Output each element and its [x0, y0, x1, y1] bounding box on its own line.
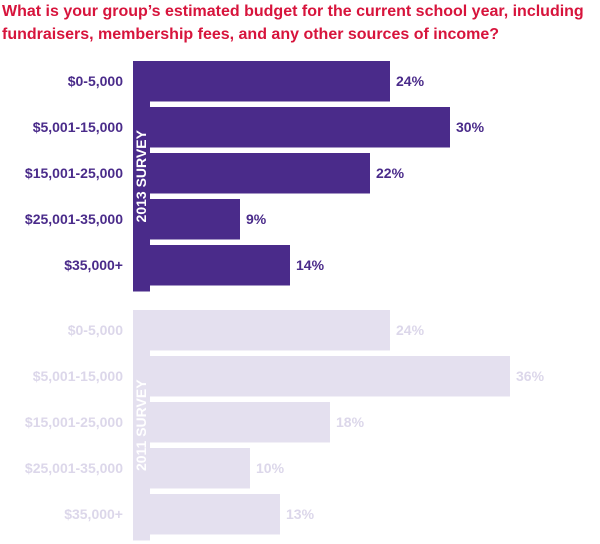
value-label-2013: 24%: [396, 73, 425, 89]
value-label-2013: 9%: [246, 211, 267, 227]
value-label-2013: 22%: [376, 165, 405, 181]
category-label-2011: $0-5,000: [68, 322, 123, 338]
value-label-2013: 30%: [456, 119, 485, 135]
category-label-2013: $5,001-15,000: [33, 119, 124, 135]
bar-2013: [150, 199, 240, 240]
value-label-2013: 14%: [296, 257, 325, 273]
bar-2013: [150, 153, 370, 194]
bar-2011: [150, 310, 390, 351]
survey-label-2013: 2013 SURVEY: [133, 129, 149, 222]
bar-2011: [150, 494, 280, 535]
category-label-2013: $35,000+: [64, 257, 123, 273]
bar-2011: [150, 402, 330, 443]
value-label-2011: 24%: [396, 322, 425, 338]
value-label-2011: 10%: [256, 460, 285, 476]
survey-spine-2011: [133, 310, 150, 541]
value-label-2011: 13%: [286, 506, 315, 522]
category-label-2011: $15,001-25,000: [25, 414, 123, 430]
category-label-2011: $35,000+: [64, 506, 123, 522]
bar-2013: [150, 245, 290, 286]
category-label-2013: $0-5,000: [68, 73, 123, 89]
chart-title: What is your group’s estimated budget fo…: [2, 3, 584, 43]
bar-2013: [150, 61, 390, 102]
category-label-2013: $25,001-35,000: [25, 211, 123, 227]
survey-label-2011: 2011 SURVEY: [133, 379, 149, 471]
bar-2013: [150, 107, 450, 148]
bar-2011: [150, 448, 250, 489]
category-label-2013: $15,001-25,000: [25, 165, 123, 181]
value-label-2011: 18%: [336, 414, 365, 430]
bar-2011: [150, 356, 510, 397]
survey-spine-2013: [133, 61, 150, 292]
category-label-2011: $5,001-15,000: [33, 368, 124, 384]
category-label-2011: $25,001-35,000: [25, 460, 123, 476]
value-label-2011: 36%: [516, 368, 545, 384]
